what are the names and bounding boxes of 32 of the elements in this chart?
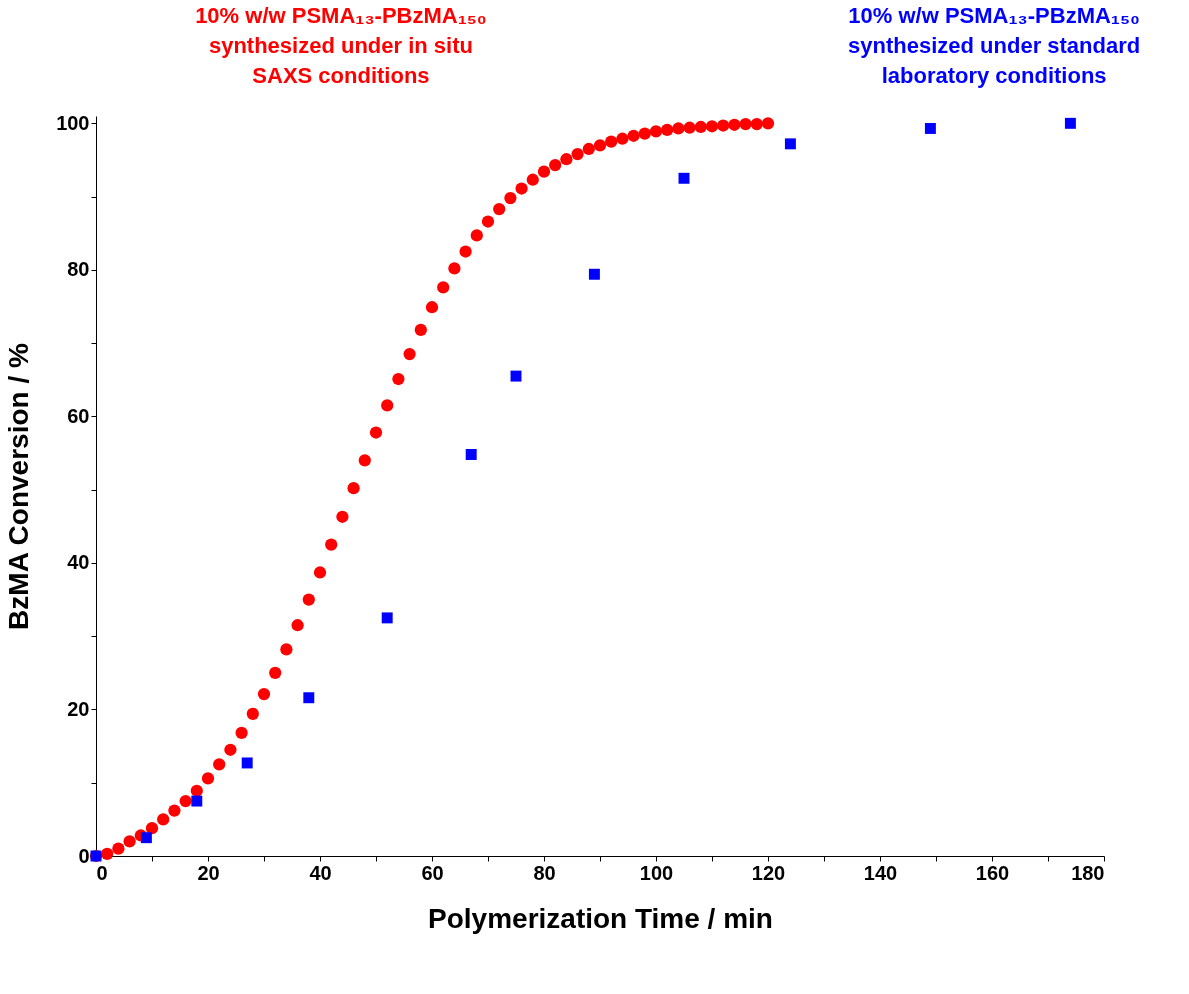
y-tick-label: 20 (67, 697, 90, 720)
x-tick-label: 80 (533, 861, 556, 884)
point (465, 449, 477, 460)
text: 10% w/w PSMA₁₃-PBzMA₁₅₀ synthesized under standard laboratory conditions (848, 3, 1141, 88)
x-tick-label: 40 (309, 861, 332, 884)
x-tick-label: 180 (1071, 861, 1105, 884)
y-tick-label: 40 (67, 551, 90, 574)
y-tick-label: 100 (56, 111, 90, 134)
y-tick-label: 60 (67, 404, 90, 427)
point (588, 268, 600, 280)
point (191, 795, 203, 807)
x-tick-label: 100 (639, 861, 674, 884)
point (924, 122, 936, 134)
point (510, 370, 522, 382)
point (381, 612, 393, 624)
x-tick-label: 60 (421, 861, 444, 884)
point (784, 138, 796, 150)
x-tick-label: 140 (863, 861, 898, 884)
x-tick-label: 160 (975, 861, 1010, 884)
point (1064, 117, 1076, 129)
point (140, 832, 152, 844)
x-axis-title: Polymerization Time / min (428, 902, 773, 934)
point (241, 757, 253, 769)
point (678, 172, 690, 184)
y-axis-title: BzMA Conversion / % (3, 343, 35, 630)
y-tick-label: 80 (67, 258, 90, 281)
text: 10% w/w PSMA₁₃-PBzMA₁₅₀ synthesized under in situ SAXS conditions (195, 3, 487, 88)
x-tick-label: 120 (751, 861, 786, 884)
x-tick-label: 20 (197, 861, 220, 884)
x-tick-label: 0 (96, 861, 108, 884)
y-tick-label: 0 (78, 844, 90, 867)
point (303, 692, 315, 704)
